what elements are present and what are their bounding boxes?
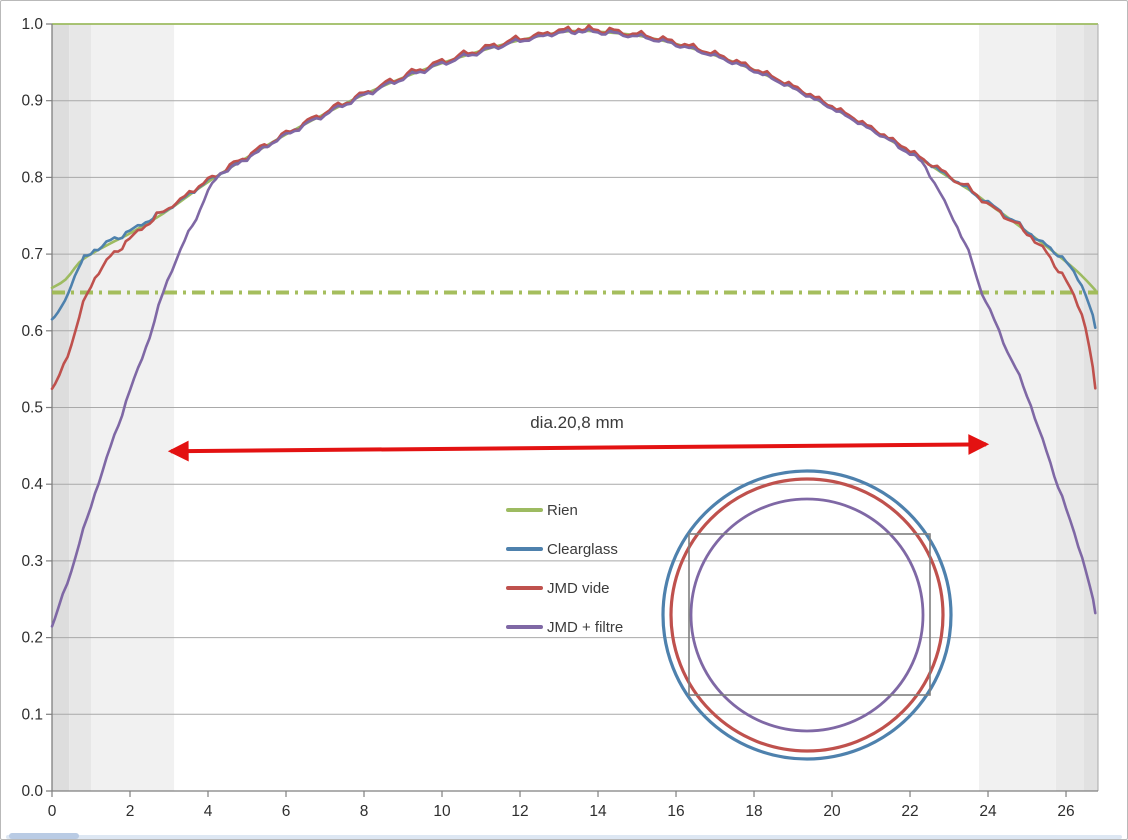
- svg-text:26: 26: [1057, 803, 1074, 820]
- legend-item-rien: Rien: [506, 499, 578, 521]
- svg-text:16: 16: [667, 803, 684, 820]
- svg-text:8: 8: [360, 803, 369, 820]
- diameter-arrow: [167, 434, 990, 462]
- svg-text:1.0: 1.0: [21, 16, 43, 33]
- jmd-filtre-circle: [689, 497, 925, 733]
- svg-text:10: 10: [433, 803, 451, 820]
- svg-text:0.2: 0.2: [21, 630, 43, 647]
- bottom-scrollbar-track: [6, 835, 1122, 839]
- series-jmd-vide: [50, 24, 1097, 391]
- svg-text:18: 18: [745, 803, 762, 820]
- legend-item-jmd-vide: JMD vide: [506, 577, 610, 599]
- svg-text:24: 24: [979, 803, 997, 820]
- legend-label: JMD + filtre: [547, 618, 624, 636]
- svg-text:0.1: 0.1: [21, 706, 43, 723]
- legend-item-clearglass: Clearglass: [506, 538, 618, 560]
- svg-text:12: 12: [511, 803, 528, 820]
- svg-text:22: 22: [901, 803, 918, 820]
- svg-text:20: 20: [823, 803, 841, 820]
- svg-text:0.7: 0.7: [21, 246, 43, 263]
- svg-text:0.5: 0.5: [21, 400, 43, 417]
- svg-text:14: 14: [589, 803, 607, 820]
- gridlines: [52, 23, 1098, 715]
- svg-text:0.9: 0.9: [21, 93, 43, 110]
- svg-text:6: 6: [282, 803, 291, 820]
- legend-swatch: [506, 508, 543, 512]
- legend-swatch: [506, 625, 543, 629]
- series-jmd-filtre: [50, 27, 1097, 628]
- image-circle-inset: [661, 469, 953, 761]
- legend-item-jmd-filtre: JMD + filtre: [506, 616, 623, 638]
- legend-label: JMD vide: [547, 579, 610, 597]
- legend-label: Clearglass: [547, 540, 618, 558]
- svg-text:0: 0: [48, 803, 57, 820]
- clearglass-circle: [661, 469, 953, 761]
- svg-text:0.4: 0.4: [21, 476, 43, 493]
- y-axis-labels: 0.0 0.1 0.2 0.3 0.4 0.5 0.6 0.7 0.8 0.9 1.0: [21, 16, 43, 800]
- jmd-vide-circle: [669, 477, 945, 753]
- bottom-scrollbar-thumb[interactable]: [9, 833, 79, 839]
- diameter-annotation-label: dia.20,8 mm: [530, 413, 624, 432]
- svg-text:4: 4: [204, 803, 213, 820]
- legend-swatch: [506, 586, 543, 590]
- series-curves: [50, 24, 1097, 628]
- sensor-rect: [688, 533, 931, 696]
- svg-text:0.8: 0.8: [21, 169, 43, 186]
- svg-text:0.6: 0.6: [21, 323, 43, 340]
- svg-text:0.3: 0.3: [21, 553, 43, 570]
- svg-text:0.0: 0.0: [21, 783, 43, 800]
- series-rien: [50, 29, 1097, 292]
- svg-text:2: 2: [126, 803, 135, 820]
- axis-ticks: [46, 23, 1067, 797]
- x-axis-labels: 0 2 4 6 8 10 12 14 16 18 20 22 24 26: [48, 803, 1075, 820]
- legend-swatch: [506, 547, 543, 551]
- legend-label: Rien: [547, 501, 578, 519]
